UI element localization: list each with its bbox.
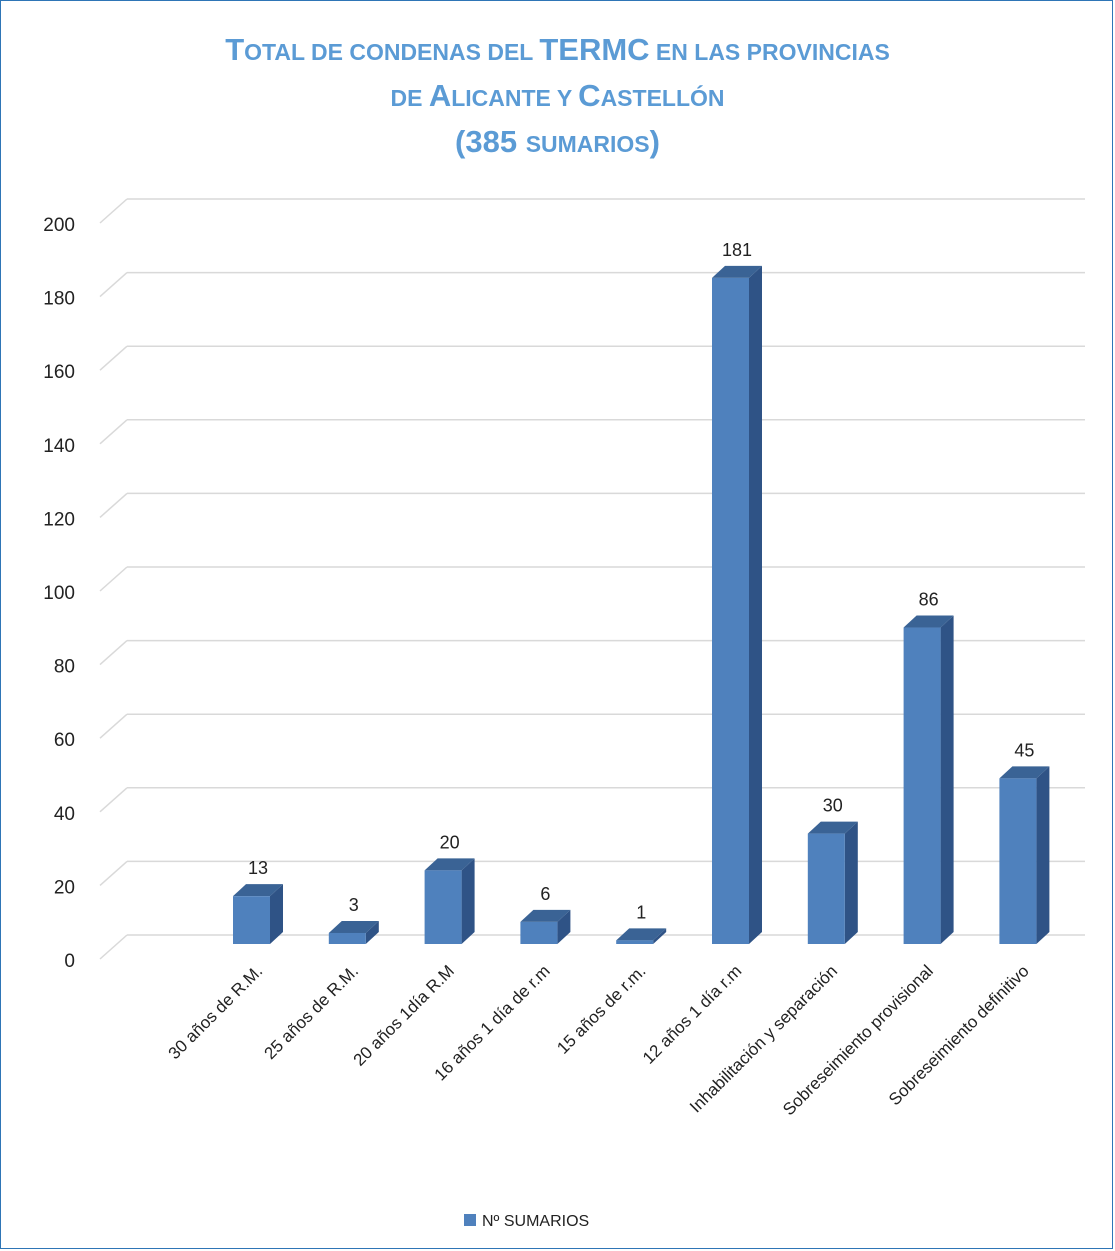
bar-side <box>557 909 571 944</box>
data-label: 6 <box>540 884 550 904</box>
bar-side <box>461 858 475 944</box>
chart-title-segment: TERMC <box>539 32 650 67</box>
data-label: 13 <box>248 858 268 878</box>
bar <box>807 833 845 944</box>
gridline-depth <box>99 345 128 371</box>
bar-top <box>999 766 1050 779</box>
bar <box>328 932 366 944</box>
gridline-depth <box>99 198 128 224</box>
y-tick-label: 200 <box>43 215 75 236</box>
bar-top <box>424 858 475 871</box>
bar-top <box>712 265 762 278</box>
y-tick-label: 100 <box>43 583 75 604</box>
bar <box>520 921 558 944</box>
chart-title-segment: EN LAS PROVINCIAS <box>649 39 890 65</box>
bar-side <box>749 265 762 944</box>
data-label: 181 <box>722 240 752 260</box>
data-label: 86 <box>919 590 939 610</box>
y-tick-label: 160 <box>43 362 75 383</box>
data-label: 3 <box>349 895 359 915</box>
bar-top <box>233 884 283 897</box>
bar-side <box>653 928 667 944</box>
chart-title-segment: SUMARIOS <box>525 131 650 157</box>
y-tick-label: 20 <box>54 877 75 898</box>
bar-side <box>365 920 379 944</box>
bar <box>233 896 270 944</box>
bar-side <box>844 821 858 944</box>
bar <box>616 940 654 944</box>
bar-side <box>270 884 283 944</box>
data-label: 30 <box>823 796 843 816</box>
chart-title-segment: OTAL DE CONDENAS DEL <box>244 39 540 65</box>
chart-title-line: (385 SUMARIOS) <box>0 122 1115 168</box>
x-category-label: 30 años de R.M. <box>165 961 267 1063</box>
bar-side <box>940 615 954 944</box>
data-label: 1 <box>636 902 646 922</box>
chart-title-line: DE ALICANTE Y CASTELLÓN <box>0 76 1115 122</box>
chart-title-line: TOTAL DE CONDENAS DEL TERMC EN LAS PROVI… <box>0 30 1115 76</box>
bar-top <box>520 909 571 922</box>
chart-title-segment: ASTELLÓN <box>600 85 725 111</box>
bar-top <box>328 920 379 933</box>
y-tick-label: 40 <box>54 804 75 825</box>
chart-title-segment: (385 <box>455 124 526 159</box>
x-category-label: 20 años 1día R.M <box>350 961 458 1069</box>
gridline-depth <box>99 272 128 298</box>
gridline-depth <box>99 492 128 518</box>
x-category-label: 12 años 1 día r.m <box>639 961 745 1067</box>
y-tick-label: 120 <box>43 509 75 530</box>
data-label: 45 <box>1014 740 1034 760</box>
gridline-depth <box>99 860 128 886</box>
gridline-depth <box>99 566 128 592</box>
gridline-depth <box>99 640 128 666</box>
bar <box>999 778 1037 944</box>
legend-swatch <box>464 1214 476 1226</box>
y-tick-label: 140 <box>43 436 75 457</box>
gridline-depth <box>99 713 128 739</box>
gridline-depth <box>99 934 128 960</box>
bar-side <box>1036 766 1050 944</box>
legend-label: Nº SUMARIOS <box>482 1213 589 1230</box>
data-label: 20 <box>440 832 460 852</box>
y-tick-label: 60 <box>54 730 75 751</box>
bar <box>424 870 462 944</box>
x-category-label: 25 años de R.M. <box>260 961 362 1063</box>
bar-top <box>807 821 858 834</box>
chart-title-segment: C <box>578 78 601 113</box>
chart-title-segment: ) <box>649 124 660 159</box>
chart-title-segment: T <box>225 32 245 67</box>
bar-top <box>616 928 667 941</box>
gridline-depth <box>99 787 128 813</box>
y-tick-label: 80 <box>54 657 75 678</box>
chart-title-segment: A <box>428 78 452 113</box>
chart-title: TOTAL DE CONDENAS DEL TERMC EN LAS PROVI… <box>0 30 1115 168</box>
x-category-label: 15 años de r.m. <box>553 961 649 1057</box>
bar <box>903 627 941 944</box>
y-tick-label: 0 <box>64 951 75 972</box>
chart-title-segment: DE <box>390 85 429 111</box>
bar-top <box>903 615 954 628</box>
chart-title-segment: LICANTE Y <box>451 85 579 111</box>
gridline-depth <box>99 419 128 445</box>
bar <box>712 277 749 944</box>
y-tick-label: 180 <box>43 289 75 310</box>
